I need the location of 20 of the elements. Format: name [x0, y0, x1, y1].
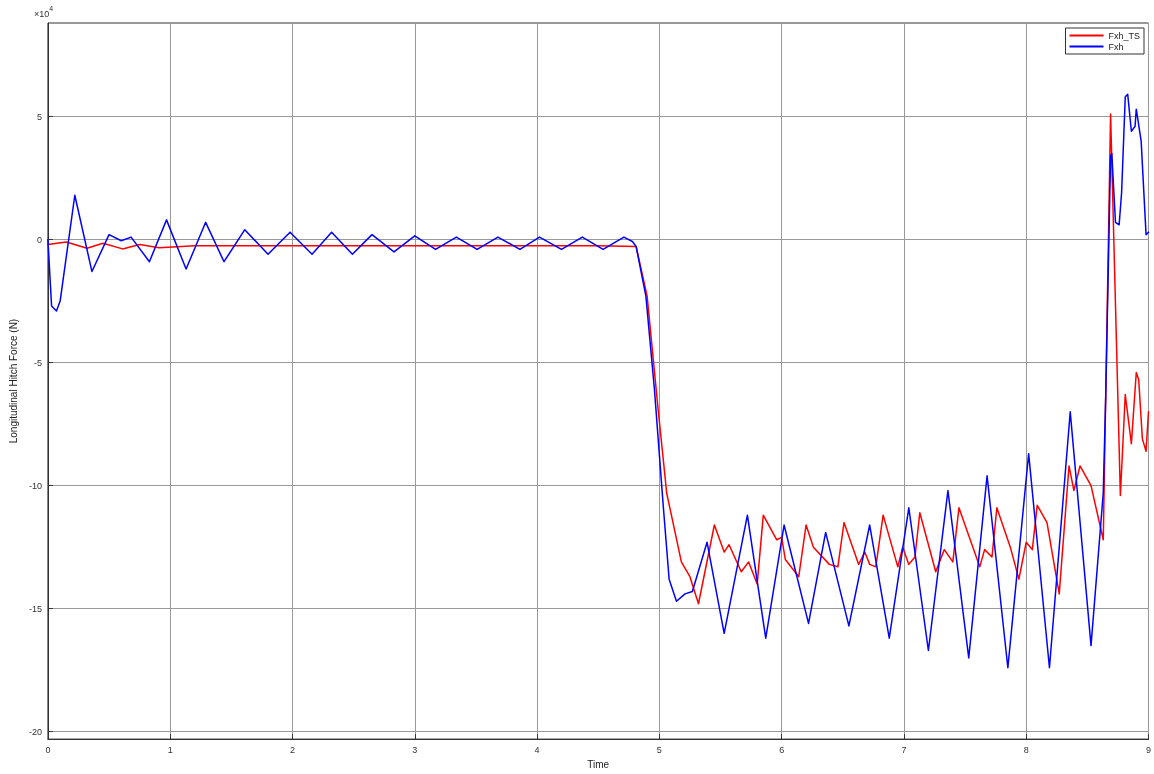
y-tick-label: -10 [28, 480, 42, 491]
x-tick-label: 1 [167, 744, 173, 755]
y-tick-label: 5 [36, 111, 42, 122]
y-tick-label: -5 [33, 357, 42, 368]
x-tick-label: 0 [45, 744, 51, 755]
x-tick-label: 3 [412, 744, 418, 755]
x-tick-label: 8 [1023, 744, 1029, 755]
y-axis-title: Longitudinal Hitch Force (N) [7, 318, 19, 444]
x-axis-title: Time [587, 758, 610, 770]
x-tick-label: 4 [534, 744, 540, 755]
y-tick-label: -20 [28, 726, 42, 737]
legend-label: Fxh [1108, 41, 1124, 52]
y-tick-label: 0 [36, 234, 42, 245]
x-tick-label: 7 [901, 744, 907, 755]
x-tick-label: 9 [1145, 744, 1152, 755]
y-tick-label: -15 [28, 603, 42, 614]
x-tick-label: 6 [779, 744, 785, 755]
legend-label: Fxh_TS [1108, 30, 1141, 41]
x-tick-label: 2 [289, 744, 295, 755]
x-tick-label: 5 [656, 744, 662, 755]
